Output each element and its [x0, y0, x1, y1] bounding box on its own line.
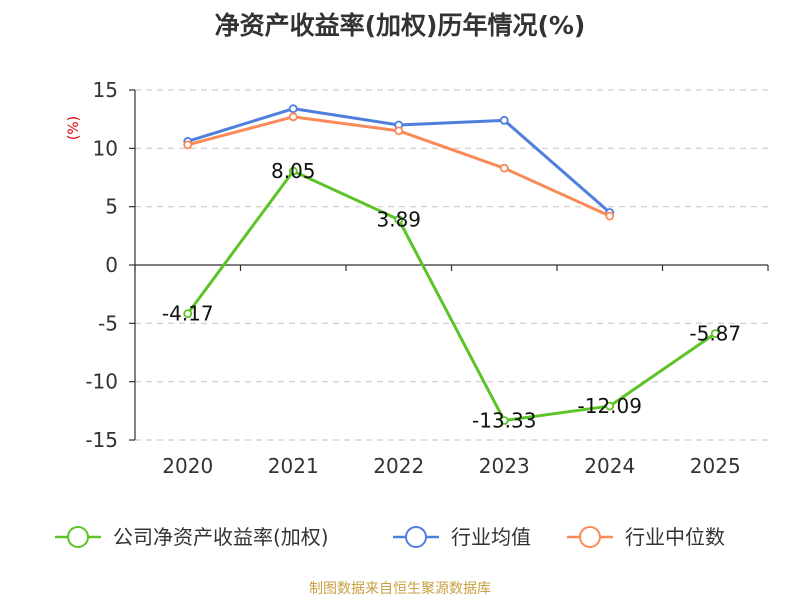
y-tick-label: -5 — [98, 311, 118, 335]
legend-marker-icon — [579, 526, 601, 548]
axis-layer: 15 10 5 0 -5 -10 -15 2020 2021 2022 2023 2024 2025 (%… — [66, 78, 769, 478]
data-point[interactable] — [288, 104, 298, 114]
data-point[interactable] — [394, 215, 404, 225]
data-label: -13.33 — [472, 409, 536, 433]
series-layer — [183, 104, 720, 425]
y-tick-label: -15 — [85, 428, 118, 452]
legend-label: 行业中位数 — [625, 525, 725, 549]
data-point[interactable] — [710, 329, 720, 338]
data-point[interactable] — [288, 112, 298, 122]
legend: 公司净资产收益率(加权) 行业均值 行业中位数 — [55, 525, 725, 549]
y-tick-label: 10 — [93, 136, 118, 160]
x-tick-label: 2024 — [584, 454, 635, 478]
x-tick-label: 2022 — [373, 454, 424, 478]
legend-item[interactable]: 公司净资产收益率(加权) — [55, 525, 329, 549]
legend-label: 公司净资产收益率(加权) — [113, 525, 329, 549]
data-point[interactable] — [183, 140, 193, 150]
legend-label: 行业均值 — [451, 525, 531, 549]
legend-item[interactable]: 行业中位数 — [567, 525, 725, 549]
source-note: 制图数据来自恒生聚源数据库 — [309, 581, 491, 597]
series-line — [186, 169, 717, 423]
data-point[interactable] — [499, 115, 509, 125]
legend-marker-icon — [67, 526, 89, 548]
data-point[interactable] — [183, 309, 193, 319]
data-point[interactable] — [605, 401, 615, 411]
y-tick-label: -10 — [85, 370, 118, 394]
y-tick-label: 15 — [93, 78, 118, 102]
data-point[interactable] — [288, 166, 298, 176]
x-tick-label: 2023 — [479, 454, 530, 478]
data-point[interactable] — [499, 163, 509, 173]
legend-marker-icon — [405, 526, 427, 548]
data-label: 8.05 — [271, 159, 316, 183]
y-axis-unit: (%) — [66, 116, 82, 140]
data-point[interactable] — [499, 416, 509, 425]
x-tick-label: 2021 — [268, 454, 319, 478]
y-tick-label: 0 — [105, 253, 118, 277]
data-label: 3.89 — [376, 208, 421, 232]
y-tick-label: 5 — [105, 195, 118, 219]
data-point[interactable] — [605, 211, 615, 221]
data-label-layer: -4.17 8.05 3.89 -13.33 -12.09 -5.87 — [162, 159, 741, 432]
data-point[interactable] — [394, 126, 404, 136]
chart-title: 净资产收益率(加权)历年情况(%) — [214, 11, 586, 40]
data-label: -5.87 — [689, 321, 741, 345]
x-tick-label: 2020 — [162, 454, 213, 478]
data-label: -12.09 — [578, 394, 642, 418]
legend-item[interactable]: 行业均值 — [393, 525, 531, 549]
x-tick-label: 2025 — [690, 454, 741, 478]
data-label: -4.17 — [162, 302, 214, 326]
